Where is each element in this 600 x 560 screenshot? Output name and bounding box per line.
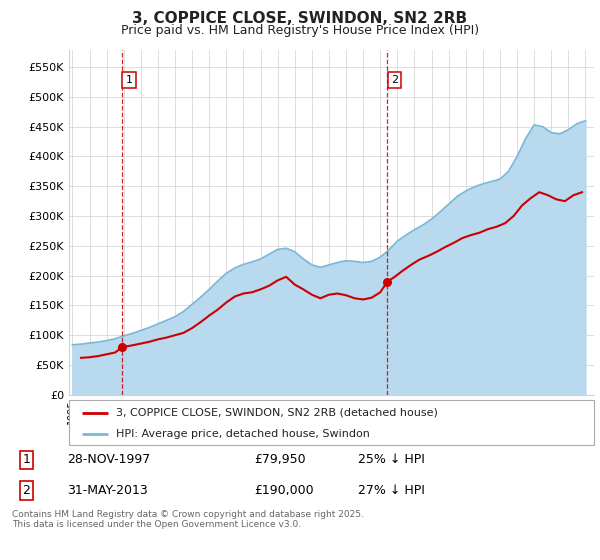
Text: 2: 2: [22, 484, 31, 497]
Text: 2: 2: [391, 74, 398, 85]
Text: £79,950: £79,950: [254, 453, 305, 466]
FancyBboxPatch shape: [69, 400, 594, 445]
Text: Contains HM Land Registry data © Crown copyright and database right 2025.
This d: Contains HM Land Registry data © Crown c…: [12, 510, 364, 529]
Text: 3, COPPICE CLOSE, SWINDON, SN2 2RB (detached house): 3, COPPICE CLOSE, SWINDON, SN2 2RB (deta…: [116, 408, 438, 418]
Text: 27% ↓ HPI: 27% ↓ HPI: [358, 484, 424, 497]
Text: 28-NOV-1997: 28-NOV-1997: [67, 453, 150, 466]
Text: 1: 1: [22, 453, 31, 466]
Text: 3, COPPICE CLOSE, SWINDON, SN2 2RB: 3, COPPICE CLOSE, SWINDON, SN2 2RB: [133, 11, 467, 26]
Text: 25% ↓ HPI: 25% ↓ HPI: [358, 453, 424, 466]
Text: 31-MAY-2013: 31-MAY-2013: [67, 484, 148, 497]
Text: 1: 1: [125, 74, 133, 85]
Text: £190,000: £190,000: [254, 484, 314, 497]
Text: Price paid vs. HM Land Registry's House Price Index (HPI): Price paid vs. HM Land Registry's House …: [121, 24, 479, 36]
Text: HPI: Average price, detached house, Swindon: HPI: Average price, detached house, Swin…: [116, 429, 370, 439]
